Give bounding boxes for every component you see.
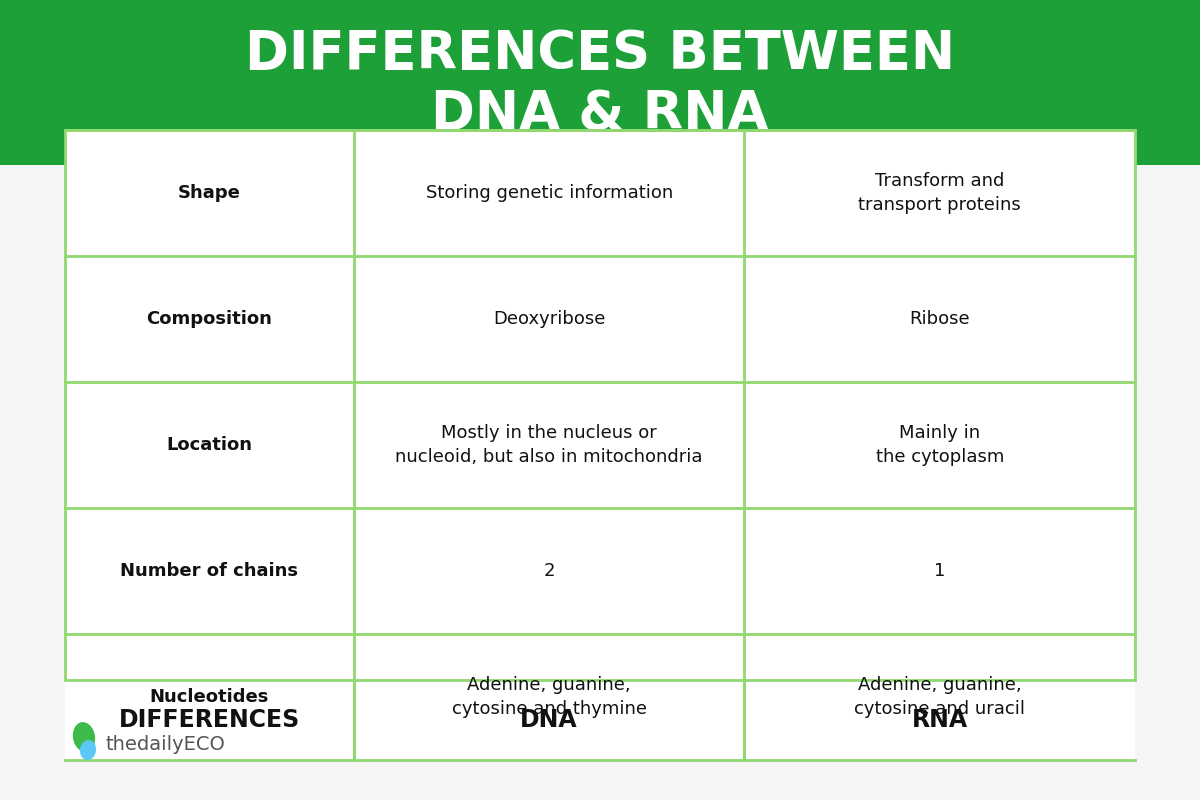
Text: Storing genetic information: Storing genetic information bbox=[426, 184, 673, 202]
Text: 2: 2 bbox=[544, 562, 554, 580]
Ellipse shape bbox=[73, 722, 95, 752]
Bar bbox=[65, 130, 1135, 256]
Text: Mainly in
the cytoplasm: Mainly in the cytoplasm bbox=[876, 423, 1004, 466]
Text: thedailyECO: thedailyECO bbox=[106, 735, 226, 754]
Text: Nucleotides: Nucleotides bbox=[150, 688, 269, 706]
Bar bbox=[65, 382, 1135, 508]
Text: 1: 1 bbox=[934, 562, 946, 580]
Bar bbox=[0, 0, 1200, 165]
Text: RNA: RNA bbox=[912, 708, 967, 732]
Text: Transform and
transport proteins: Transform and transport proteins bbox=[858, 171, 1021, 214]
Text: Number of chains: Number of chains bbox=[120, 562, 299, 580]
Text: Location: Location bbox=[167, 436, 252, 454]
Text: DIFFERENCES BETWEEN: DIFFERENCES BETWEEN bbox=[245, 29, 955, 81]
Text: Composition: Composition bbox=[146, 310, 272, 328]
Bar bbox=[65, 508, 1135, 634]
Ellipse shape bbox=[80, 740, 96, 760]
Bar bbox=[65, 680, 1135, 760]
Bar bbox=[65, 634, 1135, 760]
Text: Shape: Shape bbox=[178, 184, 241, 202]
Text: Deoxyribose: Deoxyribose bbox=[493, 310, 605, 328]
Bar bbox=[65, 130, 1135, 680]
Text: DNA: DNA bbox=[521, 708, 578, 732]
Text: DIFFERENCES: DIFFERENCES bbox=[119, 708, 300, 732]
Text: Adenine, guanine,
cytosine and uracil: Adenine, guanine, cytosine and uracil bbox=[854, 675, 1025, 718]
Text: Mostly in the nucleus or
nucleoid, but also in mitochondria: Mostly in the nucleus or nucleoid, but a… bbox=[396, 423, 703, 466]
Bar bbox=[65, 256, 1135, 382]
Text: DNA & RNA: DNA & RNA bbox=[431, 89, 769, 141]
Text: Ribose: Ribose bbox=[910, 310, 970, 328]
Text: Adenine, guanine,
cytosine and thymine: Adenine, guanine, cytosine and thymine bbox=[451, 675, 647, 718]
